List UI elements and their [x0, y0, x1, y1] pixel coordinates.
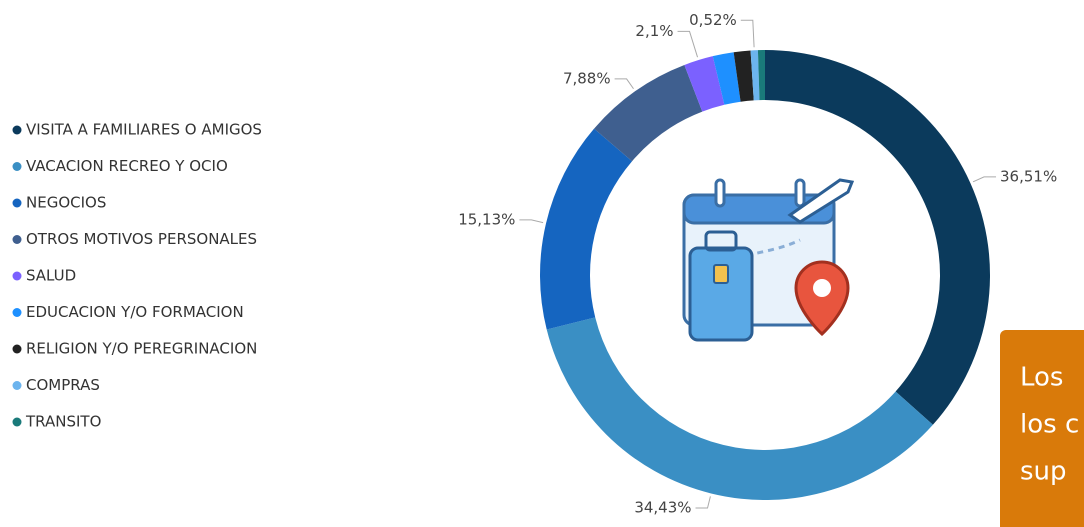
- value-label: 2,1%: [635, 22, 673, 40]
- value-label: 34,43%: [634, 499, 691, 517]
- legend-marker: [12, 235, 22, 244]
- legend-label: VISITA A FAMILIARES O AMIGOS: [26, 121, 262, 139]
- legend-label: COMPRAS: [26, 376, 100, 394]
- legend-label: NEGOCIOS: [26, 194, 106, 212]
- value-label: 15,13%: [458, 210, 515, 228]
- legend-label: RELIGION Y/O PEREGRINACION: [26, 340, 257, 358]
- legend-label: EDUCACION Y/O FORMACION: [26, 303, 244, 321]
- legend-label: OTROS MOTIVOS PERSONALES: [26, 230, 257, 248]
- leader-line: [677, 30, 699, 58]
- donut-slice: [733, 50, 754, 102]
- value-label: 36,51%: [1000, 167, 1057, 185]
- legend-marker: [12, 198, 22, 208]
- legend-label: TRANSITO: [25, 413, 101, 431]
- donut-slice: [750, 50, 760, 101]
- note-text: sup: [1020, 457, 1067, 487]
- legend-marker: [12, 271, 22, 281]
- note-box: [1000, 330, 1084, 527]
- donut-slice: [540, 128, 633, 330]
- leader-line: [519, 219, 544, 224]
- leader-line: [972, 176, 997, 183]
- leader-line: [740, 19, 755, 48]
- donut-slice: [757, 50, 765, 101]
- value-label: 7,88%: [563, 69, 611, 87]
- note-text: Los: [1020, 363, 1063, 393]
- donut-slice: [684, 56, 725, 112]
- legend-marker: [12, 308, 22, 317]
- legend-marker: [12, 162, 22, 171]
- legend-label: SALUD: [26, 267, 76, 285]
- legend-marker: [12, 381, 22, 390]
- legend-marker: [12, 417, 22, 427]
- legend-marker: [12, 125, 22, 135]
- leader-line: [695, 496, 711, 509]
- donut-slice: [546, 317, 933, 501]
- legend-marker: [12, 344, 22, 354]
- donut-slice: [712, 52, 741, 105]
- donut-slice: [765, 50, 990, 425]
- value-label: 0,52%: [689, 11, 737, 29]
- note-text: los c: [1020, 410, 1079, 440]
- leader-line: [614, 78, 634, 90]
- donut-slice: [594, 64, 703, 162]
- legend-label: VACACION RECREO Y OCIO: [26, 157, 228, 175]
- travel-icon: [682, 178, 855, 342]
